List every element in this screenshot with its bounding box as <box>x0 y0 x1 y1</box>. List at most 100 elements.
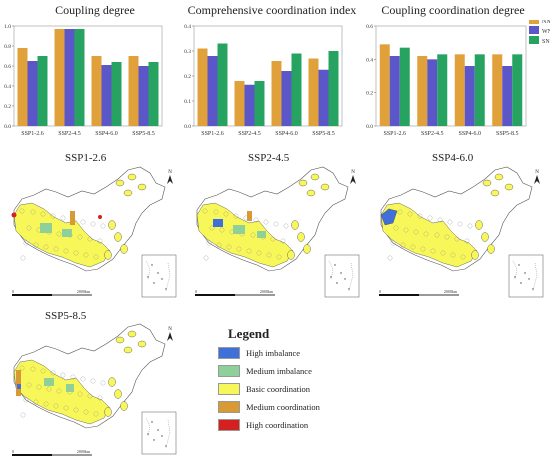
chart-title-coupling-degree: Coupling degree <box>55 3 135 17</box>
map-legend-label: High coordination <box>246 420 309 430</box>
x-tick-label: SSP1-2.6 <box>201 131 224 137</box>
county-boundary <box>206 240 212 246</box>
scale-bar-grey <box>419 294 459 296</box>
medium-coordination-area <box>247 211 252 221</box>
map-legend-item: High coordination <box>218 419 308 431</box>
county-boundary <box>20 255 26 261</box>
bar-wn <box>244 84 255 126</box>
map-title-ssp245: SSP2-4.5 <box>248 152 290 164</box>
county-boundary <box>33 242 39 248</box>
map-ssp585: N 0 2000km <box>12 323 177 456</box>
county-boundary <box>280 238 286 244</box>
high-coordination-area <box>11 212 17 218</box>
bar-nn <box>308 58 319 126</box>
legend-label-nn: NN <box>542 20 550 25</box>
bar-wn <box>138 66 149 126</box>
x-tick-label: SSP1-2.6 <box>21 131 44 137</box>
maritime-boundary <box>145 417 171 449</box>
south-china-sea-inset <box>508 254 544 298</box>
scale-bar-black <box>12 294 52 296</box>
county-boundary <box>413 229 419 235</box>
bar-nn <box>379 44 390 126</box>
north-label: N <box>168 170 172 175</box>
county-boundary <box>450 252 456 258</box>
legend-swatch-wn <box>529 26 539 34</box>
x-tick-label: SSP2-4.5 <box>421 131 444 137</box>
scale-distance-label: 2000km <box>444 289 458 294</box>
south-china-sea-inset <box>141 254 177 298</box>
county-boundary <box>454 236 460 242</box>
x-tick-label: SSP1-2.6 <box>383 131 406 137</box>
y-tick-label: 1.0 <box>4 24 11 30</box>
map-legend-swatch <box>218 419 240 431</box>
county-boundary <box>77 391 83 397</box>
county-boundary <box>250 232 256 238</box>
island-dot <box>153 439 155 441</box>
bar-nn <box>234 81 245 126</box>
y-tick-label: 0.2 <box>4 104 11 110</box>
x-tick-label: SSP4-6.0 <box>458 131 481 137</box>
county-boundary <box>434 232 440 238</box>
north-arrow-icon <box>167 332 173 341</box>
chart-title-coordination-index: Comprehensive coordination index <box>187 3 357 17</box>
county-boundary <box>423 231 429 237</box>
county-boundary <box>440 250 446 256</box>
bar-sn <box>291 53 302 126</box>
island-dot <box>161 278 163 280</box>
island-dot <box>157 272 159 274</box>
county-boundary <box>56 388 62 394</box>
maritime-boundary <box>328 260 354 292</box>
x-tick-label: SSP2-4.5 <box>238 131 261 137</box>
y-tick-label: 0.0 <box>4 124 11 130</box>
x-tick-label: SSP5-8.5 <box>132 131 155 137</box>
county-boundary <box>97 395 103 401</box>
island-dot <box>524 272 526 274</box>
county-boundary <box>430 248 436 254</box>
county-boundary <box>407 211 413 217</box>
y-tick-label: 0.0 <box>184 124 191 130</box>
map-ssp126: N 0 2000km <box>11 166 177 298</box>
county-boundary <box>40 368 46 374</box>
bar-sn <box>111 62 122 126</box>
county-boundary <box>400 242 406 248</box>
region-patch <box>297 232 305 242</box>
county-boundary <box>87 393 93 399</box>
county-boundary <box>73 407 79 413</box>
island-dot <box>344 278 346 280</box>
county-boundary <box>233 213 239 219</box>
bar-sn <box>328 51 339 126</box>
region-patch <box>482 179 492 187</box>
bar-chart-coupling-coordination: 0.0 0.2 0.4 0.6 SSP1-2.6 SSP2-4.5 SSP4-6.0 SSP5… <box>366 20 550 137</box>
medium-coordination-area <box>70 211 75 225</box>
bar-sn <box>437 54 448 127</box>
y-tick-label: 0.4 <box>366 57 373 63</box>
county-boundary <box>266 252 272 258</box>
map-legend-label: Medium imbalance <box>246 366 312 376</box>
scale-bar-grey <box>52 454 92 456</box>
map-legend-swatch <box>218 383 240 395</box>
legend-label-wn: WN <box>542 29 550 35</box>
region-patch <box>320 183 330 191</box>
bar-nn <box>454 54 465 127</box>
island-dot <box>151 264 153 266</box>
county-boundary <box>30 209 36 215</box>
county-boundary <box>417 213 423 219</box>
county-boundary <box>90 378 96 384</box>
maritime-boundary <box>145 260 171 292</box>
x-tick-label: SSP4-6.0 <box>275 131 298 137</box>
county-boundary <box>23 397 29 403</box>
county-boundary <box>53 403 59 409</box>
county-boundary <box>403 227 409 233</box>
map-title-ssp126: SSP1-2.6 <box>65 152 107 164</box>
region-patch <box>471 250 479 260</box>
scale-zero-label: 0 <box>12 289 14 294</box>
county-boundary <box>420 246 426 252</box>
scale-distance-label: 2000km <box>77 449 91 454</box>
island-dot <box>518 264 520 266</box>
county-boundary <box>467 223 473 229</box>
region-patch <box>306 189 316 197</box>
county-boundary <box>202 208 208 214</box>
high-imbalance-area <box>380 208 398 226</box>
county-boundary <box>60 215 66 221</box>
county-boundary <box>427 215 433 221</box>
